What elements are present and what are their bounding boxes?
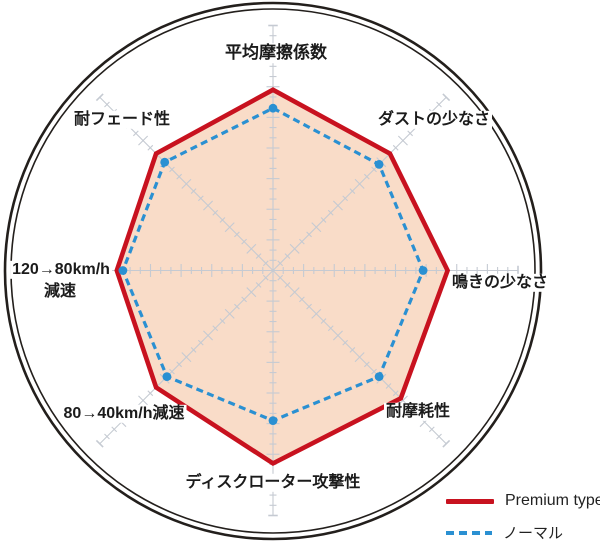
axis-label-120-80-deceleration-line1: 120→80km/h bbox=[10, 260, 112, 280]
normal-line-swatch bbox=[446, 530, 492, 535]
axis-label-80-40-deceleration: 80→40km/h減速 bbox=[61, 404, 187, 424]
axis-label-wear-resistance: 耐摩耗性 bbox=[383, 402, 453, 422]
legend-label-premium: Premium type bbox=[505, 492, 600, 509]
axis-label-rotor-aggressiveness: ディスクローター攻撃性 bbox=[183, 473, 363, 493]
legend-item-premium: Premium type bbox=[446, 492, 600, 510]
axis-label-low-dust: ダストの少なさ bbox=[375, 110, 493, 130]
legend-item-normal: ノーマル bbox=[446, 522, 563, 543]
axis-label-120-80-deceleration-line2: 減速 bbox=[41, 282, 79, 302]
premium-line-swatch bbox=[446, 498, 494, 504]
axis-label-fade-resistance: 耐フェード性 bbox=[71, 110, 173, 130]
axis-label-average-friction: 平均摩擦係数 bbox=[223, 43, 329, 63]
legend-label-normal: ノーマル bbox=[503, 525, 564, 542]
axis-label-low-noise: 鳴きの少なさ bbox=[449, 273, 551, 293]
